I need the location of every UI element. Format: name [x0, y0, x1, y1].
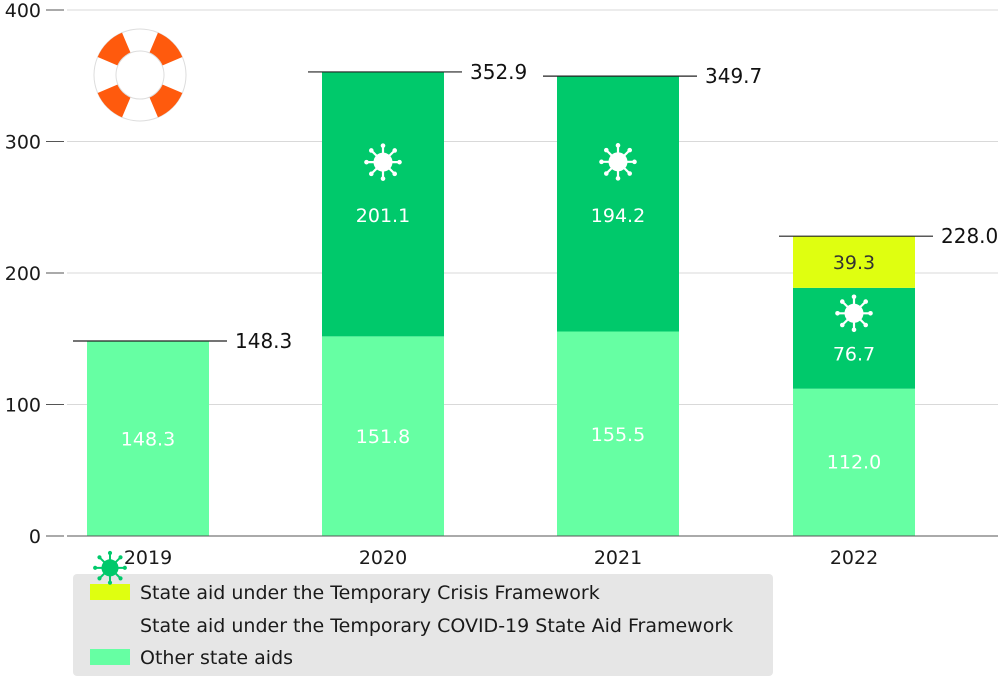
- legend-background: [73, 574, 773, 676]
- x-axis: 2019 2020 2021 2022: [67, 535, 998, 569]
- lifebuoy-stripe: [149, 32, 183, 66]
- total-value-label: 349.7: [705, 64, 762, 88]
- segment-value-label: 151.8: [356, 426, 410, 448]
- legend-item-crisis: State aid under the Temporary Crisis Fra…: [90, 582, 600, 604]
- bar-segment-covid: [557, 76, 679, 332]
- legend: State aid under the Temporary Crisis Fra…: [73, 549, 773, 676]
- bar-segment-crisis: [793, 236, 915, 288]
- lifebuoy-stripe: [97, 84, 131, 118]
- lifebuoy-icon: [93, 28, 187, 122]
- y-tick-label: 400: [5, 0, 41, 22]
- x-category-label: 2022: [830, 547, 878, 569]
- virus-icon: [363, 142, 403, 183]
- bar-segment-other: [793, 388, 915, 536]
- legend-item-other: Other state aids: [90, 647, 293, 669]
- legend-swatch-other: [90, 649, 130, 665]
- segment-value-label: 76.7: [833, 343, 875, 365]
- bar-segment-covid: [322, 71, 444, 337]
- x-category-label: 2020: [359, 547, 407, 569]
- total-value-label: 148.3: [235, 329, 292, 353]
- bar-segment-other: [557, 331, 679, 536]
- y-tick-label: 300: [5, 132, 41, 154]
- y-tick-label: 100: [5, 395, 41, 417]
- bars: [87, 71, 915, 536]
- legend-label-crisis: State aid under the Temporary Crisis Fra…: [140, 582, 600, 604]
- legend-label-other: Other state aids: [140, 647, 293, 669]
- x-category-label: 2021: [594, 547, 642, 569]
- bar-labels: 148.3 148.3 151.8 201.1 352.9 155.5 194.2 349.7…: [73, 60, 998, 473]
- segment-value-label: 201.1: [356, 205, 410, 227]
- total-value-label: 228.0: [941, 224, 998, 248]
- segment-value-label: 39.3: [833, 252, 875, 274]
- bar-segment-other: [87, 340, 209, 536]
- lifebuoy-stripe: [97, 32, 131, 66]
- legend-item-covid: State aid under the Temporary COVID-19 S…: [92, 549, 733, 637]
- virus-icon: [834, 293, 874, 334]
- lifebuoy-stripe: [149, 84, 183, 118]
- virus-icon: [598, 141, 638, 182]
- y-tick-label: 200: [5, 263, 41, 285]
- bar-segment-other: [322, 336, 444, 536]
- virus-icon: [92, 549, 128, 586]
- segment-value-label: 194.2: [591, 205, 645, 227]
- segment-value-label: 155.5: [591, 424, 645, 446]
- y-tick-label: 0: [29, 526, 41, 548]
- total-value-label: 352.9: [470, 60, 527, 84]
- segment-value-label: 148.3: [121, 428, 175, 450]
- y-axis: 0 100 200 300 400: [5, 0, 64, 548]
- legend-label-covid: State aid under the Temporary COVID-19 S…: [140, 615, 733, 637]
- segment-value-label: 112.0: [827, 451, 881, 473]
- x-category-label: 2019: [124, 547, 172, 569]
- legend-swatch-crisis: [90, 584, 130, 600]
